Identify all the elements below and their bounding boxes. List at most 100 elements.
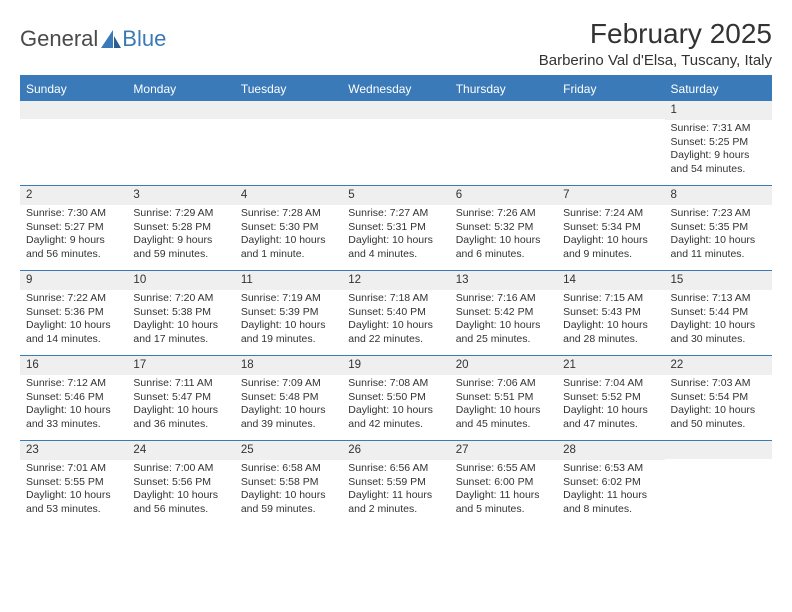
cell-body: Sunrise: 7:00 AMSunset: 5:56 PMDaylight:… — [127, 460, 234, 521]
daylight-text: Daylight: 10 hours and 11 minutes. — [671, 234, 766, 261]
daylight-text: Daylight: 10 hours and 45 minutes. — [456, 404, 551, 431]
calendar-cell: 20Sunrise: 7:06 AMSunset: 5:51 PMDayligh… — [450, 356, 557, 440]
day-number: 6 — [450, 186, 557, 205]
daylight-text: Daylight: 9 hours and 56 minutes. — [26, 234, 121, 261]
sunrise-text: Sunrise: 7:11 AM — [133, 377, 228, 391]
calendar-cell: 16Sunrise: 7:12 AMSunset: 5:46 PMDayligh… — [20, 356, 127, 440]
sunset-text: Sunset: 5:56 PM — [133, 476, 228, 490]
sunrise-text: Sunrise: 7:16 AM — [456, 292, 551, 306]
day-header: Thursday — [450, 77, 557, 101]
cell-body: Sunrise: 6:53 AMSunset: 6:02 PMDaylight:… — [557, 460, 664, 521]
calendar-cell — [127, 101, 234, 185]
calendar-cell: 9Sunrise: 7:22 AMSunset: 5:36 PMDaylight… — [20, 271, 127, 355]
daylight-text: Daylight: 10 hours and 36 minutes. — [133, 404, 228, 431]
calendar-cell: 4Sunrise: 7:28 AMSunset: 5:30 PMDaylight… — [235, 186, 342, 270]
calendar-cell: 3Sunrise: 7:29 AMSunset: 5:28 PMDaylight… — [127, 186, 234, 270]
sunrise-text: Sunrise: 7:19 AM — [241, 292, 336, 306]
daylight-text: Daylight: 10 hours and 47 minutes. — [563, 404, 658, 431]
calendar-cell: 27Sunrise: 6:55 AMSunset: 6:00 PMDayligh… — [450, 441, 557, 525]
day-number: 24 — [127, 441, 234, 460]
sunset-text: Sunset: 5:38 PM — [133, 306, 228, 320]
cell-body: Sunrise: 7:04 AMSunset: 5:52 PMDaylight:… — [557, 375, 664, 436]
day-number: 11 — [235, 271, 342, 290]
daylight-text: Daylight: 10 hours and 28 minutes. — [563, 319, 658, 346]
sail-icon — [101, 30, 121, 48]
day-number — [235, 101, 342, 119]
day-number: 10 — [127, 271, 234, 290]
cell-body — [342, 119, 449, 125]
sunrise-text: Sunrise: 7:06 AM — [456, 377, 551, 391]
calendar-cell: 24Sunrise: 7:00 AMSunset: 5:56 PMDayligh… — [127, 441, 234, 525]
cell-body: Sunrise: 6:58 AMSunset: 5:58 PMDaylight:… — [235, 460, 342, 521]
sunrise-text: Sunrise: 7:28 AM — [241, 207, 336, 221]
sunrise-text: Sunrise: 7:27 AM — [348, 207, 443, 221]
calendar-cell: 15Sunrise: 7:13 AMSunset: 5:44 PMDayligh… — [665, 271, 772, 355]
sunrise-text: Sunrise: 7:24 AM — [563, 207, 658, 221]
daylight-text: Daylight: 10 hours and 14 minutes. — [26, 319, 121, 346]
day-number: 14 — [557, 271, 664, 290]
day-number — [342, 101, 449, 119]
sunset-text: Sunset: 6:00 PM — [456, 476, 551, 490]
cell-body: Sunrise: 7:22 AMSunset: 5:36 PMDaylight:… — [20, 290, 127, 351]
day-number: 5 — [342, 186, 449, 205]
title-block: February 2025 Barberino Val d'Elsa, Tusc… — [539, 18, 772, 69]
day-number: 2 — [20, 186, 127, 205]
calendar-week: 9Sunrise: 7:22 AMSunset: 5:36 PMDaylight… — [20, 271, 772, 356]
day-number: 15 — [665, 271, 772, 290]
sunset-text: Sunset: 5:47 PM — [133, 391, 228, 405]
daylight-text: Daylight: 10 hours and 4 minutes. — [348, 234, 443, 261]
calendar-cell — [20, 101, 127, 185]
calendar-cell: 11Sunrise: 7:19 AMSunset: 5:39 PMDayligh… — [235, 271, 342, 355]
sunset-text: Sunset: 5:31 PM — [348, 221, 443, 235]
cell-body: Sunrise: 7:08 AMSunset: 5:50 PMDaylight:… — [342, 375, 449, 436]
calendar-cell: 10Sunrise: 7:20 AMSunset: 5:38 PMDayligh… — [127, 271, 234, 355]
cell-body: Sunrise: 7:15 AMSunset: 5:43 PMDaylight:… — [557, 290, 664, 351]
day-number: 13 — [450, 271, 557, 290]
sunset-text: Sunset: 5:58 PM — [241, 476, 336, 490]
day-number — [557, 101, 664, 119]
cell-body: Sunrise: 7:16 AMSunset: 5:42 PMDaylight:… — [450, 290, 557, 351]
day-number: 22 — [665, 356, 772, 375]
sunset-text: Sunset: 5:55 PM — [26, 476, 121, 490]
cell-body — [665, 459, 772, 465]
daylight-text: Daylight: 10 hours and 1 minute. — [241, 234, 336, 261]
daylight-text: Daylight: 11 hours and 8 minutes. — [563, 489, 658, 516]
sunrise-text: Sunrise: 7:31 AM — [671, 122, 766, 136]
sunset-text: Sunset: 5:43 PM — [563, 306, 658, 320]
sunset-text: Sunset: 5:51 PM — [456, 391, 551, 405]
daylight-text: Daylight: 10 hours and 39 minutes. — [241, 404, 336, 431]
day-header: Sunday — [20, 77, 127, 101]
daylight-text: Daylight: 10 hours and 22 minutes. — [348, 319, 443, 346]
sunrise-text: Sunrise: 7:13 AM — [671, 292, 766, 306]
cell-body: Sunrise: 7:28 AMSunset: 5:30 PMDaylight:… — [235, 205, 342, 266]
calendar-cell — [342, 101, 449, 185]
sunset-text: Sunset: 5:28 PM — [133, 221, 228, 235]
day-number — [20, 101, 127, 119]
calendar-cell — [235, 101, 342, 185]
cell-body — [235, 119, 342, 125]
day-header: Friday — [557, 77, 664, 101]
sunset-text: Sunset: 5:30 PM — [241, 221, 336, 235]
daylight-text: Daylight: 10 hours and 30 minutes. — [671, 319, 766, 346]
day-number: 16 — [20, 356, 127, 375]
sunset-text: Sunset: 5:48 PM — [241, 391, 336, 405]
sunrise-text: Sunrise: 7:29 AM — [133, 207, 228, 221]
calendar-cell: 8Sunrise: 7:23 AMSunset: 5:35 PMDaylight… — [665, 186, 772, 270]
sunset-text: Sunset: 5:35 PM — [671, 221, 766, 235]
sunset-text: Sunset: 5:46 PM — [26, 391, 121, 405]
calendar-week: 23Sunrise: 7:01 AMSunset: 5:55 PMDayligh… — [20, 441, 772, 525]
day-number: 1 — [665, 101, 772, 120]
cell-body — [557, 119, 664, 125]
sunset-text: Sunset: 5:39 PM — [241, 306, 336, 320]
daylight-text: Daylight: 10 hours and 25 minutes. — [456, 319, 551, 346]
sunset-text: Sunset: 5:40 PM — [348, 306, 443, 320]
calendar-cell: 1Sunrise: 7:31 AMSunset: 5:25 PMDaylight… — [665, 101, 772, 185]
day-number — [127, 101, 234, 119]
cell-body: Sunrise: 7:23 AMSunset: 5:35 PMDaylight:… — [665, 205, 772, 266]
daylight-text: Daylight: 10 hours and 17 minutes. — [133, 319, 228, 346]
day-number: 23 — [20, 441, 127, 460]
day-header: Wednesday — [342, 77, 449, 101]
cell-body: Sunrise: 7:11 AMSunset: 5:47 PMDaylight:… — [127, 375, 234, 436]
brand-logo: General Blue — [20, 26, 166, 52]
calendar-cell — [557, 101, 664, 185]
